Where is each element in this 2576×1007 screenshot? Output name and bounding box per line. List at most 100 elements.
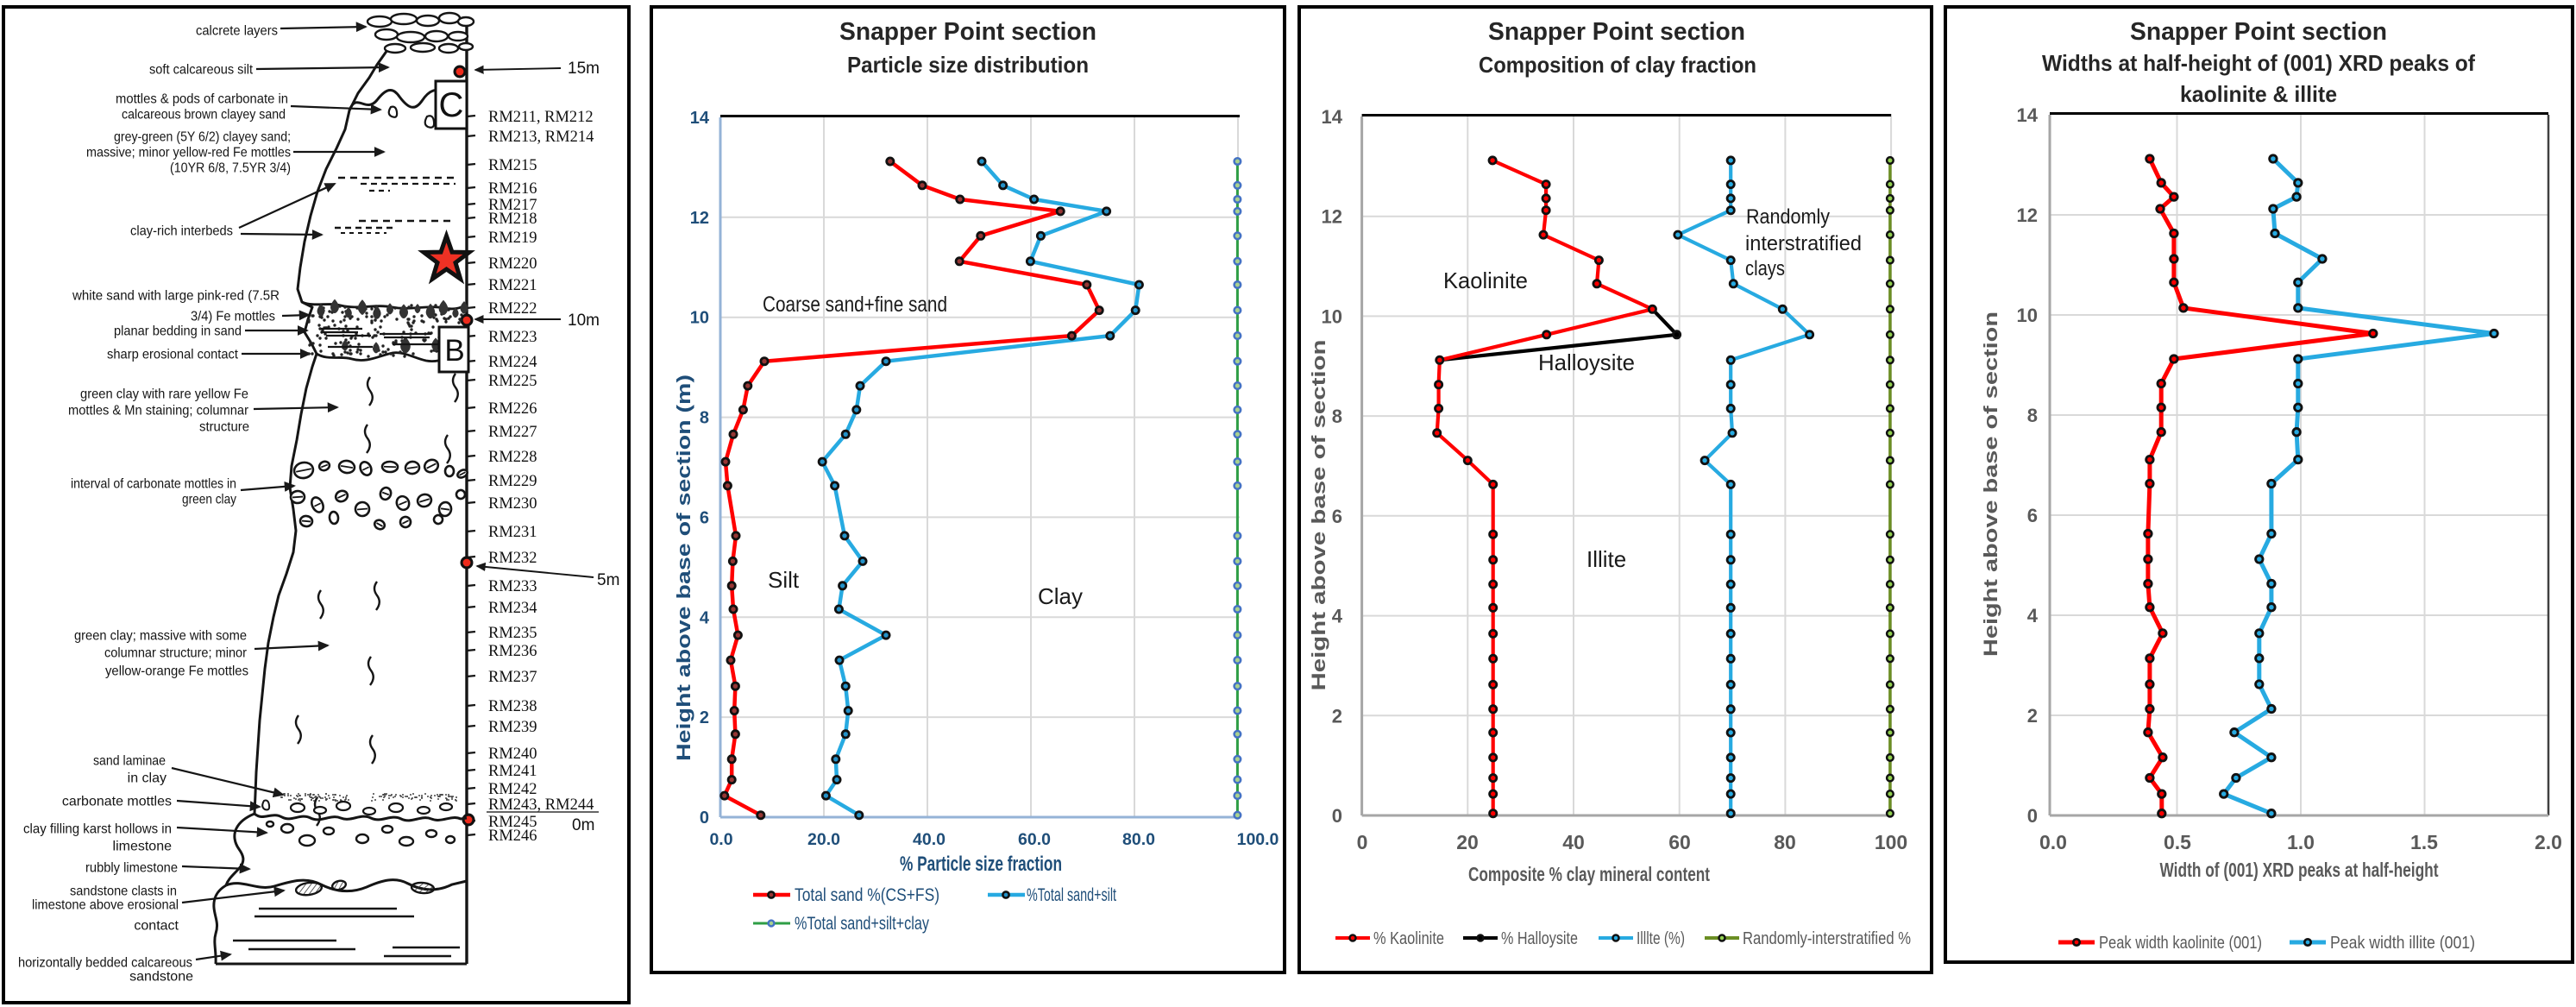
svg-text:Clay: Clay: [1038, 583, 1083, 609]
svg-text:Widths at half-height of (001): Widths at half-height of (001) XRD peaks…: [2042, 50, 2475, 76]
svg-text:RM230: RM230: [488, 495, 537, 513]
svg-text:Silt: Silt: [768, 567, 800, 593]
svg-text:4: 4: [1332, 606, 1343, 627]
svg-text:calcareous brown clayey sand: calcareous brown clayey sand: [122, 108, 286, 123]
svg-text:0.5: 0.5: [2164, 831, 2191, 853]
svg-text:Height above base of section: Height above base of section: [1308, 340, 1329, 691]
svg-text:clays: clays: [1745, 257, 1785, 280]
svg-text:RM224: RM224: [488, 354, 537, 371]
svg-text:8: 8: [1332, 406, 1342, 427]
svg-text:0: 0: [1357, 831, 1368, 853]
svg-text:RM231: RM231: [488, 524, 537, 541]
svg-text:RM245: RM245: [488, 814, 537, 831]
svg-text:green clay; massive with some: green clay; massive with some: [74, 629, 247, 644]
svg-text:RM232: RM232: [488, 550, 537, 567]
svg-text:2: 2: [1332, 705, 1342, 727]
svg-text:% Halloysite: % Halloysite: [1501, 929, 1578, 948]
svg-text:yellow-orange Fe mottles: yellow-orange Fe mottles: [105, 664, 248, 679]
svg-text:mottles & pods of carbonate in: mottles & pods of carbonate in: [116, 92, 288, 107]
svg-text:green clay with rare yellow Fe: green clay with rare yellow Fe: [80, 387, 248, 402]
svg-text:10: 10: [2017, 305, 2038, 326]
svg-text:Illlte (%): Illlte (%): [1637, 929, 1685, 948]
svg-text:1.5: 1.5: [2410, 831, 2438, 853]
svg-text:Snapper Point section: Snapper Point section: [1488, 18, 1745, 46]
svg-text:Halloysite: Halloysite: [1538, 349, 1635, 375]
svg-text:60: 60: [1668, 831, 1691, 853]
svg-text:sandstone: sandstone: [129, 970, 193, 985]
svg-text:RM223: RM223: [488, 329, 537, 346]
svg-text:6: 6: [700, 508, 709, 527]
svg-text:RM226: RM226: [488, 400, 537, 418]
svg-text:grey-green (5Y 6/2) clayey san: grey-green (5Y 6/2) clayey sand;: [114, 130, 291, 145]
svg-text:RM225: RM225: [488, 373, 537, 390]
svg-text:clay filling karst hollows in: clay filling karst hollows in: [23, 822, 172, 837]
svg-text:%Total sand+silt+clay: %Total sand+silt+clay: [795, 914, 929, 934]
svg-text:C: C: [439, 86, 464, 124]
svg-text:RM239: RM239: [488, 719, 537, 736]
svg-text:RM220: RM220: [488, 255, 537, 273]
svg-text:in clay: in clay: [128, 771, 166, 786]
svg-text:4: 4: [700, 608, 710, 627]
svg-text:RM217: RM217: [488, 197, 537, 214]
svg-text:(10YR 6/8, 7.5YR 3/4): (10YR 6/8, 7.5YR 3/4): [170, 161, 291, 176]
svg-text:0: 0: [700, 809, 709, 828]
svg-text:columnar structure; minor: columnar structure; minor: [104, 646, 248, 661]
svg-text:40: 40: [1562, 831, 1585, 853]
svg-text:Coarse sand+fine sand: Coarse sand+fine sand: [763, 293, 947, 317]
svg-text:14: 14: [1322, 106, 1343, 128]
svg-text:clay-rich interbeds: clay-rich interbeds: [130, 224, 233, 239]
svg-text:interstratified: interstratified: [1745, 232, 1862, 255]
svg-text:RM211, RM212: RM211, RM212: [488, 109, 594, 126]
svg-text:RM213, RM214: RM213, RM214: [488, 129, 594, 146]
svg-text:Peak width illite (001): Peak width illite (001): [2330, 934, 2475, 953]
svg-text:4: 4: [2027, 605, 2039, 626]
svg-text:interval of carbonate mottles: interval of carbonate mottles in: [71, 477, 236, 492]
svg-text:sharp erosional contact: sharp erosional contact: [107, 348, 239, 362]
svg-text:RM242: RM242: [488, 781, 537, 798]
svg-text:contact: contact: [134, 919, 179, 934]
svg-text:100: 100: [1875, 831, 1907, 853]
svg-text:limestone: limestone: [113, 840, 173, 854]
svg-text:RM227: RM227: [488, 424, 537, 441]
svg-text:12: 12: [2017, 205, 2038, 226]
svg-text:kaolinite & illite: kaolinite & illite: [2180, 81, 2337, 107]
svg-text:0: 0: [2027, 805, 2038, 827]
svg-text:sandstone clasts in: sandstone clasts in: [70, 884, 177, 899]
svg-text:RM216: RM216: [488, 180, 537, 198]
svg-text:RM228: RM228: [488, 449, 537, 466]
svg-text:10m: 10m: [568, 312, 600, 330]
svg-text:20.0: 20.0: [807, 830, 840, 849]
svg-text:8: 8: [2027, 405, 2038, 426]
svg-text:20: 20: [1456, 831, 1479, 853]
svg-text:8: 8: [700, 409, 709, 428]
svg-text:40.0: 40.0: [913, 830, 946, 849]
svg-text:RM215: RM215: [488, 157, 537, 174]
svg-text:80.0: 80.0: [1122, 830, 1155, 849]
svg-text:RM235: RM235: [488, 625, 537, 642]
svg-text:RM219: RM219: [488, 230, 537, 247]
svg-text:RM237: RM237: [488, 669, 537, 686]
svg-text:RM233: RM233: [488, 578, 537, 595]
svg-text:white sand with large pink-red: white sand with large pink-red (7.5R: [72, 289, 280, 304]
svg-text:RM246: RM246: [488, 828, 537, 845]
svg-text:Snapper Point section: Snapper Point section: [839, 18, 1096, 46]
svg-text:15m: 15m: [568, 60, 600, 78]
svg-text:14: 14: [690, 109, 710, 128]
svg-text:green clay: green clay: [182, 493, 236, 507]
svg-text:12: 12: [690, 209, 709, 228]
svg-text:60.0: 60.0: [1018, 830, 1051, 849]
svg-text:Composite % clay mineral cont: Composite % clay mineral content: [1468, 863, 1710, 885]
svg-text:80: 80: [1774, 831, 1796, 853]
svg-text:RM222: RM222: [488, 300, 537, 318]
svg-text:mottles & Mn staining; columna: mottles & Mn staining; columnar: [68, 404, 249, 419]
svg-text:6: 6: [1332, 506, 1342, 527]
svg-text:RM218: RM218: [488, 211, 537, 228]
svg-text:RM221: RM221: [488, 277, 537, 294]
svg-text:Illite: Illite: [1586, 546, 1626, 572]
svg-text:RM229: RM229: [488, 473, 537, 490]
svg-text:Particle size distribution: Particle size distribution: [847, 52, 1089, 78]
svg-text:limestone above erosional: limestone above erosional: [32, 898, 179, 913]
svg-text:Total sand %(CS+FS): Total sand %(CS+FS): [795, 885, 939, 905]
svg-text:1.0: 1.0: [2287, 831, 2315, 853]
svg-text:14: 14: [2017, 104, 2039, 126]
